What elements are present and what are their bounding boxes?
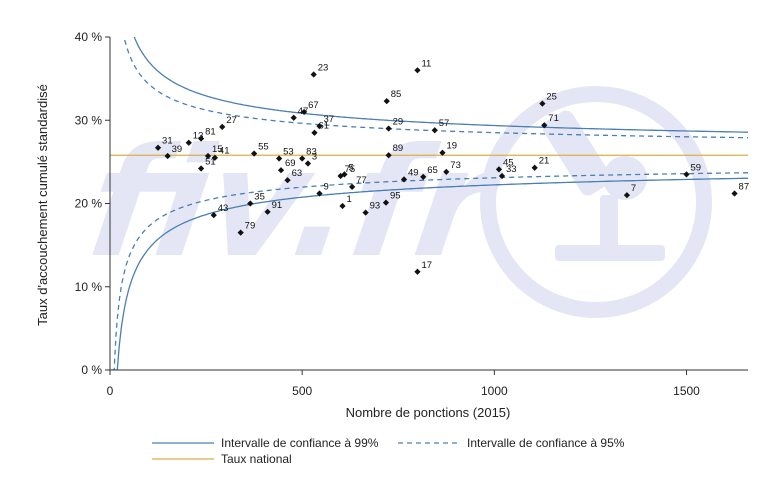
data-point-label: 19 bbox=[446, 141, 457, 152]
data-point-marker bbox=[219, 123, 226, 131]
y-axis-title: Taux d'accouchement cumulé standardisé bbox=[35, 84, 50, 326]
data-point-label: 37 bbox=[323, 114, 334, 125]
data-point-marker bbox=[197, 165, 205, 172]
data-point-label: 33 bbox=[506, 164, 517, 175]
data-point-label: 95 bbox=[390, 191, 401, 202]
data-point-label: 75 bbox=[345, 164, 356, 175]
watermark-logo: fiv.fr bbox=[79, 86, 712, 318]
data-point-label: 65 bbox=[427, 165, 438, 176]
data-point-label: 71 bbox=[548, 113, 559, 124]
data-point-marker bbox=[310, 71, 317, 78]
ci95-lower-line bbox=[111, 172, 748, 370]
confidence-interval-lines bbox=[111, 37, 748, 370]
data-point-label: 29 bbox=[393, 117, 404, 128]
data-point-label: 63 bbox=[292, 168, 303, 179]
data-point-marker bbox=[383, 97, 390, 105]
data-point-label: 1 bbox=[347, 194, 352, 205]
data-point-label: 43 bbox=[218, 203, 229, 214]
data-point-label: 17 bbox=[421, 260, 432, 271]
data-point-label: 23 bbox=[318, 62, 329, 73]
y-tick-label: 0 % bbox=[81, 363, 102, 377]
data-point-label: 79 bbox=[245, 221, 256, 232]
x-tick-label: 0 bbox=[107, 384, 114, 398]
data-point-marker bbox=[414, 268, 421, 275]
data-point-label: 3 bbox=[312, 152, 317, 163]
x-tick-label: 1000 bbox=[481, 384, 508, 398]
data-point-label: 25 bbox=[546, 92, 557, 103]
data-point-marker bbox=[431, 127, 438, 134]
data-point-marker bbox=[683, 171, 690, 178]
data-point-label: 77 bbox=[356, 175, 367, 186]
data-point-label: 57 bbox=[439, 118, 450, 129]
data-point-marker bbox=[210, 212, 217, 219]
data-point-marker bbox=[349, 183, 356, 190]
watermark-text: fiv.fr bbox=[79, 116, 512, 291]
data-point-marker bbox=[443, 168, 450, 175]
data-point-label: 21 bbox=[539, 156, 550, 167]
y-tick-label: 30 % bbox=[75, 113, 103, 127]
data-point-label: 61 bbox=[318, 121, 329, 132]
data-point-label: 69 bbox=[285, 158, 296, 169]
microscope-icon bbox=[542, 110, 665, 261]
data-point-label: 35 bbox=[254, 192, 265, 203]
data-point-label: 45 bbox=[503, 157, 514, 168]
data-point-marker bbox=[185, 139, 192, 146]
data-point-label: 9 bbox=[323, 182, 328, 193]
axes: 0 % 10 % 20 % 30 % 40 % 0 500 1000 1500 bbox=[75, 30, 748, 398]
ci95-upper-line bbox=[123, 37, 748, 139]
x-tick-label: 1500 bbox=[673, 384, 700, 398]
data-point-label: 39 bbox=[172, 144, 183, 155]
axis-titles: Nombre de ponctions (2015) Taux d'accouc… bbox=[35, 84, 510, 420]
data-point-marker bbox=[731, 190, 738, 197]
ci99-upper-line bbox=[133, 37, 748, 133]
y-tick-label: 10 % bbox=[75, 280, 103, 294]
data-point-label: 59 bbox=[691, 162, 702, 173]
data-point-label: 49 bbox=[408, 167, 419, 178]
y-tick-label: 40 % bbox=[75, 30, 103, 44]
legend: Intervalle de confiance à 99% Intervalle … bbox=[152, 436, 625, 466]
data-point-label: 51 bbox=[205, 157, 216, 168]
data-point-label: 91 bbox=[272, 200, 283, 211]
data-point-label: 41 bbox=[219, 146, 230, 157]
data-point-marker bbox=[204, 152, 212, 160]
data-point-label: 87 bbox=[739, 182, 750, 193]
data-point-label: 13 bbox=[193, 131, 204, 142]
data-point-label: 73 bbox=[450, 160, 461, 171]
data-point-marker bbox=[531, 164, 538, 171]
watermark-circle bbox=[480, 86, 712, 318]
data-point-label: 83 bbox=[306, 147, 317, 158]
legend-label: Intervalle de confiance à 99% bbox=[221, 436, 379, 450]
data-point-label: 55 bbox=[258, 142, 269, 153]
data-point-marker bbox=[237, 229, 244, 236]
data-point-marker bbox=[197, 135, 205, 142]
data-point-label: 93 bbox=[370, 201, 381, 212]
data-point-label: 81 bbox=[205, 127, 216, 138]
data-point-label: 85 bbox=[391, 89, 402, 100]
data-point-label: 11 bbox=[421, 58, 431, 69]
data-point-marker bbox=[164, 152, 171, 160]
data-point-label: 89 bbox=[393, 143, 404, 154]
ci99-lower-line bbox=[111, 177, 748, 370]
data-point-label: 31 bbox=[162, 136, 173, 147]
x-axis-title: Nombre de ponctions (2015) bbox=[346, 405, 511, 420]
data-point-label: 5 bbox=[348, 162, 353, 173]
data-point-label: 7 bbox=[631, 183, 636, 194]
data-point-label: 67 bbox=[308, 100, 319, 111]
data-point-label: 53 bbox=[283, 147, 294, 158]
data-point-marker bbox=[247, 200, 254, 207]
data-point-marker bbox=[414, 67, 421, 74]
data-point-label: 15 bbox=[212, 144, 223, 155]
legend-label: Intervalle de confiance à 95% bbox=[467, 436, 625, 450]
x-tick-label: 500 bbox=[292, 384, 312, 398]
data-point-label: 27 bbox=[226, 115, 237, 126]
legend-label: Taux national bbox=[221, 452, 292, 466]
y-tick-label: 20 % bbox=[75, 197, 103, 211]
